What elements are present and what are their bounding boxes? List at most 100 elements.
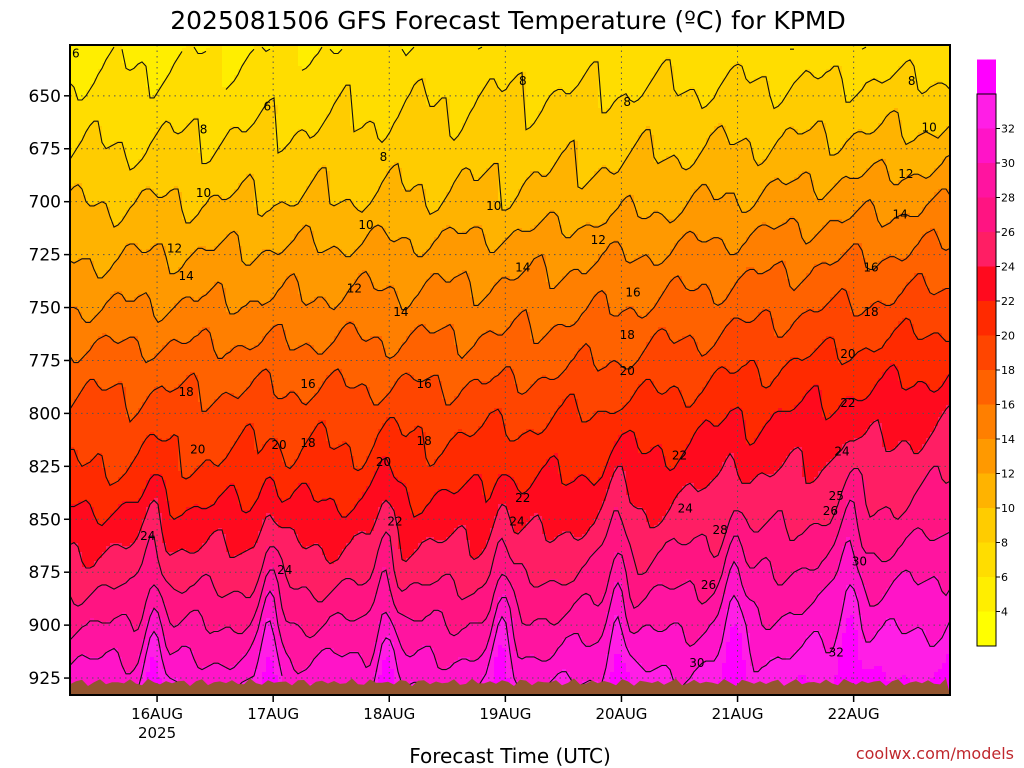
colorbar-swatch (977, 232, 996, 267)
contour-label: 22 (515, 491, 530, 505)
contour-label: 14 (892, 207, 907, 221)
contour-label: 20 (190, 442, 205, 456)
x-tick-label: 22AUG (828, 705, 880, 723)
contour-label: 22 (387, 514, 402, 528)
contour-line (70, 539, 950, 675)
colorbar-label: 12 (1001, 468, 1015, 481)
colorbar-swatch (977, 128, 996, 163)
contour-label: 14 (515, 260, 530, 274)
colorbar-swatch (977, 542, 996, 577)
y-tick-label: 850 (29, 510, 61, 530)
y-tick-label: 775 (29, 351, 61, 371)
contour-label: 10 (921, 121, 936, 135)
y-tick-label: 825 (29, 457, 61, 477)
contour-label: 12 (347, 281, 362, 295)
x-axis: 16AUG 17AUG 18AUG 19AUG 20AUG 21AUG 22AUG 2025 (131, 695, 880, 742)
contour-label: 16 (300, 377, 315, 391)
contour-label: 18 (863, 305, 878, 319)
colorbar-swatch (977, 611, 996, 646)
colorbar-label: 22 (1001, 295, 1015, 308)
y-tick-label: 925 (29, 669, 61, 689)
colorbar-label: 28 (1001, 192, 1015, 205)
isotherm-contours (70, 46, 950, 695)
contour-line (70, 188, 950, 324)
contour-label: 8 (519, 74, 527, 88)
colorbar-label: 20 (1001, 330, 1015, 343)
contour-label: 12 (898, 167, 913, 181)
contour-label: 20 (271, 438, 286, 452)
contour-label: 8 (380, 150, 388, 164)
colorbar-label: 4 (1001, 606, 1008, 619)
temperature-bands (70, 45, 950, 695)
contour-label: 30 (689, 656, 704, 670)
contour-label: 22 (672, 449, 687, 463)
colorbar-swatch (977, 439, 996, 474)
contour-line (70, 228, 950, 364)
y-tick-label: 725 (29, 246, 61, 266)
contour-label: 16 (625, 286, 640, 300)
contour-label: 12 (591, 233, 606, 247)
contour-line (70, 59, 950, 171)
x-tick-label: 20AUG (595, 705, 647, 723)
colorbar-swatch (977, 473, 996, 508)
colorbar-swatch (977, 163, 996, 198)
contour-label: 18 (416, 434, 431, 448)
colorbar-swatch (977, 59, 996, 94)
plot-frame (69, 44, 951, 696)
colorbar-label: 8 (1001, 537, 1008, 550)
x-axis-label: Forecast Time (UTC) (409, 744, 611, 768)
contour-label: 18 (178, 385, 193, 399)
contour-line (70, 317, 950, 487)
contour-label: 18 (300, 436, 315, 450)
contour-label: 8 (200, 123, 208, 137)
contour-line (70, 404, 950, 569)
x-tick-label: 16AUG (131, 705, 183, 723)
y-tick-label: 900 (29, 616, 61, 636)
contour-label: 24 (834, 445, 849, 459)
contour-label: 32 (829, 646, 844, 660)
colorbar-label: 16 (1001, 399, 1015, 412)
grid-lines (70, 45, 950, 695)
colorbar-swatch (977, 266, 996, 301)
colorbar-label: 10 (1001, 502, 1015, 515)
colorbar-label: 24 (1001, 261, 1015, 274)
contour-label: 26 (701, 578, 716, 592)
contour-label: 10 (196, 186, 211, 200)
contour-label: 14 (178, 269, 193, 283)
colorbar-swatch (977, 197, 996, 232)
x-tick-label: 21AUG (712, 705, 764, 723)
contour-label: 16 (863, 260, 878, 274)
x-tick-label: 18AUG (363, 705, 415, 723)
contour-label: 10 (486, 199, 501, 213)
contour-label: 25 (829, 489, 844, 503)
contour-labels: 6 6 8 8 8 8 8 10 10 10 10 12 12 12 14 14 12 14 14 16 16 18 18 2… (72, 46, 937, 670)
contour-label: 18 (620, 328, 635, 342)
colorbar-label: 30 (1001, 157, 1015, 170)
y-tick-label: 700 (29, 193, 61, 213)
contour-label: 6 (72, 46, 80, 60)
contour-line (70, 46, 867, 101)
colorbar-label: 32 (1001, 123, 1015, 136)
contour-label: 26 (823, 504, 838, 518)
y-axis: 650 675 700 725 750 775 800 825 850 875 900 925 (29, 87, 70, 689)
colorbar-label: 18 (1001, 364, 1015, 377)
contour-line (70, 273, 950, 424)
x-tick-label: 17AUG (247, 705, 299, 723)
chart-title: 2025081506 GFS Forecast Temperature (ºC)… (170, 6, 845, 35)
colorbar-label: 14 (1001, 433, 1015, 446)
contour-label: 28 (712, 523, 727, 537)
contour-label: 14 (393, 305, 408, 319)
contour-label: 8 (623, 95, 631, 109)
contour-line (70, 499, 950, 641)
colorbar-swatch (977, 301, 996, 336)
y-tick-label: 875 (29, 563, 61, 583)
colorbar-label: 26 (1001, 226, 1015, 239)
credit-text: coolwx.com/models (856, 744, 1014, 763)
contour-label: 12 (167, 241, 182, 255)
contour-label: 20 (620, 364, 635, 378)
contour-label: 24 (509, 514, 524, 528)
contour-label: 10 (358, 218, 373, 232)
contour-line (70, 109, 950, 228)
colorbar-swatch (977, 94, 996, 129)
colorbar-swatch (977, 335, 996, 370)
